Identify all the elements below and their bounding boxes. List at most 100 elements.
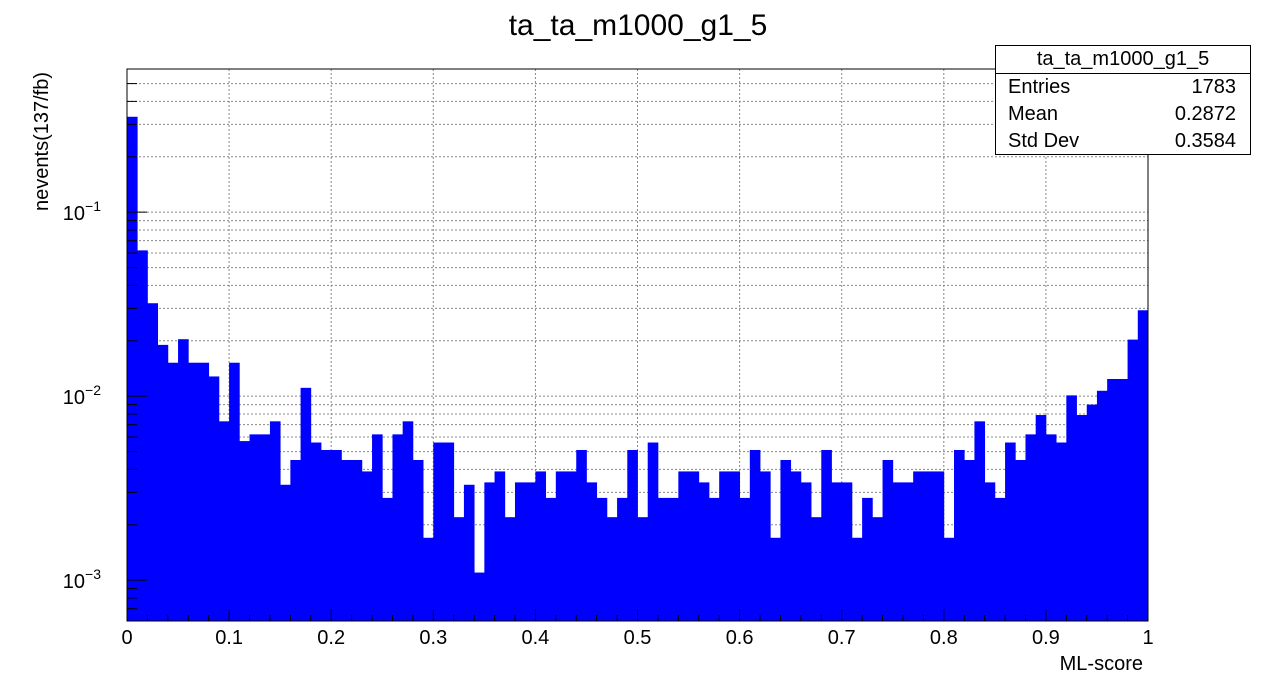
histogram-bar: [1137, 310, 1149, 621]
histogram-bar: [1076, 415, 1088, 621]
histogram-bar: [239, 441, 250, 621]
histogram-bar: [453, 517, 465, 621]
stats-row-mean: Mean 0.2872: [996, 101, 1250, 128]
histogram-bar: [892, 482, 904, 621]
tick-labels: 0 0.1 0.2 0.3 0.4 0.5 0.6 0.7 0.8 0.9 1 10−3 10−2 10−…: [63, 198, 1154, 649]
histogram-bar: [443, 442, 455, 621]
axes: [126, 68, 1149, 622]
histogram-bar: [708, 497, 720, 621]
stats-value: 1783: [1191, 76, 1237, 98]
histogram-bar: [627, 449, 638, 621]
histogram-bar: [749, 449, 761, 621]
histogram-bar: [678, 471, 689, 621]
x-tick-label: 0.6: [726, 627, 754, 649]
histogram-bar: [137, 250, 148, 621]
histogram-bar: [964, 459, 975, 621]
histogram-bar: [423, 537, 434, 621]
histogram-bar: [851, 537, 863, 621]
histogram-bar: [1045, 434, 1057, 621]
histogram-bar: [1025, 434, 1037, 621]
histogram-bar: [994, 497, 1006, 621]
histogram-bar: [412, 459, 424, 621]
histogram-bar: [637, 517, 649, 621]
x-tick-label: 0: [121, 627, 132, 649]
histogram-bar: [923, 471, 934, 621]
histogram-bar: [249, 434, 261, 621]
histogram-bar: [463, 484, 475, 621]
histogram-bar: [484, 482, 495, 621]
histogram-bar: [668, 497, 679, 621]
histogram-bar: [433, 442, 444, 621]
stats-value: 0.3584: [1174, 130, 1236, 152]
y-tick-label: 10−2: [63, 382, 101, 409]
histogram-bar: [647, 442, 659, 621]
x-tick-label: 0.3: [419, 627, 447, 649]
histogram-bar: [1127, 339, 1139, 621]
histogram-bar: [300, 387, 312, 621]
histogram-bar: [831, 482, 843, 621]
histogram-bar: [729, 471, 740, 621]
histogram-bar: [372, 434, 383, 621]
histogram-bar: [954, 449, 965, 621]
histogram-bar: [943, 537, 955, 621]
histogram-bar: [719, 471, 730, 621]
histogram-bar: [902, 482, 914, 621]
stats-label: Std Dev: [1008, 130, 1080, 152]
histogram-bar: [178, 339, 189, 621]
x-tick-label: 0.9: [1032, 627, 1060, 649]
histogram-bar: [1056, 442, 1067, 621]
stats-box: ta_ta_m1000_g1_5 Entries 1783 Mean 0.287…: [995, 45, 1251, 155]
stats-row-entries: Entries 1783: [996, 74, 1250, 101]
histogram-bar: [862, 497, 873, 621]
histogram-bar: [1096, 390, 1108, 621]
histogram-bar: [617, 497, 628, 621]
histogram-bar: [1086, 404, 1098, 621]
histogram-bar: [545, 497, 557, 621]
histogram-bar: [841, 482, 853, 621]
histogram-bar: [310, 442, 322, 621]
histogram-bar: [494, 471, 506, 621]
histogram-bar: [208, 376, 220, 621]
histogram-bar: [218, 421, 230, 621]
histogram-bar: [1035, 415, 1047, 621]
histogram-bar: [596, 497, 608, 621]
histogram-bar: [760, 471, 771, 621]
stats-label: Mean: [1008, 103, 1059, 125]
histogram-bar: [576, 449, 587, 621]
histogram-bar: [913, 471, 924, 621]
histogram-bar: [1107, 378, 1118, 621]
histogram-bar: [1066, 395, 1077, 621]
x-tick-label: 0.8: [930, 627, 958, 649]
histogram-bar: [739, 497, 751, 621]
histogram-bar: [525, 482, 536, 621]
histogram-bar: [882, 459, 894, 621]
chart-title: ta_ta_m1000_g1_5: [509, 9, 768, 42]
histogram-bar: [800, 482, 812, 621]
stats-value: 0.2872: [1174, 103, 1236, 125]
histogram-bar: [770, 537, 781, 621]
histogram-bar: [198, 362, 210, 621]
x-tick-label: 1: [1142, 627, 1153, 649]
histogram-bar: [157, 344, 169, 621]
x-tick-label: 0.2: [317, 627, 345, 649]
x-tick-label: 0.1: [215, 627, 243, 649]
histogram-bar: [331, 449, 342, 621]
histogram-bar: [811, 517, 822, 621]
histogram-bar: [535, 471, 547, 621]
histogram-bar: [1005, 442, 1016, 621]
histogram-bar: [341, 459, 353, 621]
histogram-bar: [280, 484, 291, 621]
histogram-bar: [514, 482, 526, 621]
histogram-bar: [657, 497, 669, 621]
histogram-bar: [606, 517, 618, 621]
histogram-bar: [402, 421, 414, 621]
histogram-bar: [933, 471, 945, 621]
x-tick-label: 0.4: [521, 627, 549, 649]
histogram-bar: [290, 459, 301, 621]
histogram-bar: [147, 303, 159, 621]
histogram-bar: [586, 482, 598, 621]
y-axis-label: nevents(137/fb): [31, 72, 53, 211]
histogram-bar: [351, 459, 363, 621]
y-tick-label: 10−1: [63, 198, 101, 225]
